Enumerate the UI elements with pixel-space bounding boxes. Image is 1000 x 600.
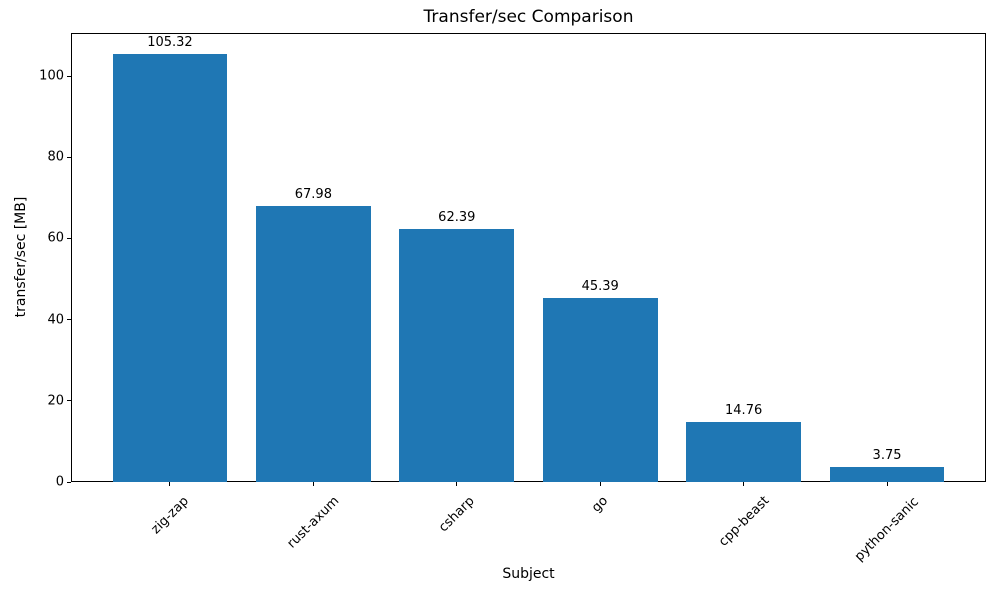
bar-value-label: 45.39 bbox=[581, 278, 619, 294]
y-tick-label: 20 bbox=[47, 393, 64, 409]
y-tick-mark bbox=[67, 75, 71, 77]
x-tick-mark bbox=[169, 482, 171, 486]
bar bbox=[112, 54, 228, 482]
y-tick-mark bbox=[67, 400, 71, 402]
y-tick-label: 80 bbox=[47, 149, 64, 165]
x-axis-label: Subject bbox=[502, 566, 555, 582]
bar-value-label: 105.32 bbox=[147, 35, 193, 51]
x-tick-label: rust-axum bbox=[284, 494, 343, 552]
bar-value-label: 14.76 bbox=[725, 403, 763, 419]
y-tick-mark bbox=[67, 319, 71, 321]
bar-value-label: 67.98 bbox=[294, 187, 332, 203]
y-tick-mark bbox=[67, 481, 71, 483]
bar-value-label: 62.39 bbox=[438, 209, 476, 225]
x-tick-label: zig-zap bbox=[148, 493, 192, 538]
bar bbox=[256, 206, 371, 482]
y-tick-label: 40 bbox=[47, 312, 64, 328]
x-tick-mark bbox=[599, 482, 601, 486]
x-tick-mark bbox=[312, 482, 314, 486]
x-tick-label: go bbox=[589, 493, 612, 516]
x-tick-mark bbox=[886, 482, 888, 486]
x-tick-label: cpp-beast bbox=[715, 493, 772, 551]
bar-value-label: 3.75 bbox=[872, 447, 902, 463]
x-tick-mark bbox=[743, 482, 745, 486]
y-tick-label: 60 bbox=[47, 230, 64, 246]
x-tick-mark bbox=[456, 482, 458, 486]
y-tick-label: 0 bbox=[55, 474, 64, 490]
bar bbox=[399, 228, 515, 482]
x-tick-label: python-sanic bbox=[852, 494, 922, 564]
chart-title: Transfer/sec Comparison bbox=[423, 7, 634, 27]
y-tick-mark bbox=[67, 156, 71, 158]
bar bbox=[542, 297, 658, 482]
x-tick-label: csharp bbox=[435, 494, 478, 536]
bar bbox=[829, 466, 945, 482]
y-tick-mark bbox=[67, 237, 71, 239]
bar bbox=[686, 422, 801, 482]
y-axis-label: transfer/sec [MB] bbox=[13, 196, 29, 318]
y-tick-label: 100 bbox=[39, 68, 64, 84]
